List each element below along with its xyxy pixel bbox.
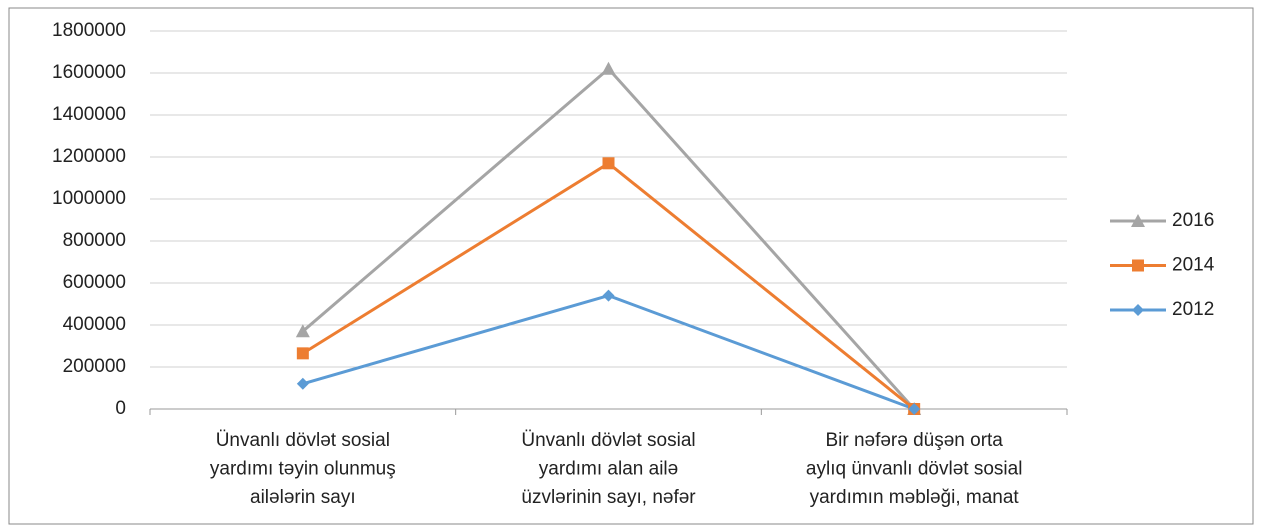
y-tick-label: 800000 (63, 230, 126, 251)
legend-label: 2016 (1172, 210, 1214, 231)
y-tick-label: 0 (115, 398, 126, 419)
data-point (296, 377, 309, 390)
y-tick-label: 1800000 (52, 20, 126, 41)
data-point (296, 347, 309, 360)
data-point (602, 289, 615, 302)
data-point (601, 61, 616, 75)
y-tick-label: 1600000 (52, 62, 126, 83)
y-tick-label: 1400000 (52, 104, 126, 125)
legend-marker (1132, 304, 1144, 316)
y-tick-label: 400000 (63, 314, 126, 335)
data-point (602, 157, 615, 170)
x-tick-label: Ünvanlı dövlət sosial (216, 430, 390, 451)
y-tick-label: 600000 (63, 272, 126, 293)
x-tick-label: yardımın məbləği, manat (810, 487, 1020, 508)
x-tick-label: yardımı alan ailə (539, 459, 678, 480)
x-tick-label: Ünvanlı dövlət sosial (521, 430, 695, 451)
legend-marker (1132, 259, 1144, 272)
x-tick-label: üzvlərinin sayı, nəfər (521, 487, 696, 508)
data-point (295, 324, 310, 338)
y-tick-label: 1200000 (52, 146, 126, 167)
legend-label: 2012 (1172, 299, 1214, 320)
x-tick-label: ailələrin sayı (250, 487, 356, 508)
x-tick-label: Bir nəfərə düşən orta (825, 430, 1003, 451)
data-point (908, 403, 921, 415)
y-tick-label: 1000000 (52, 188, 126, 209)
legend-marker (1131, 214, 1145, 227)
x-tick-label: yardımı təyin olunmuş (210, 459, 396, 480)
x-tick-label: aylıq ünvanlı dövlət sosial (806, 459, 1023, 480)
legend-label: 2014 (1172, 255, 1215, 276)
y-tick-label: 200000 (63, 356, 126, 377)
